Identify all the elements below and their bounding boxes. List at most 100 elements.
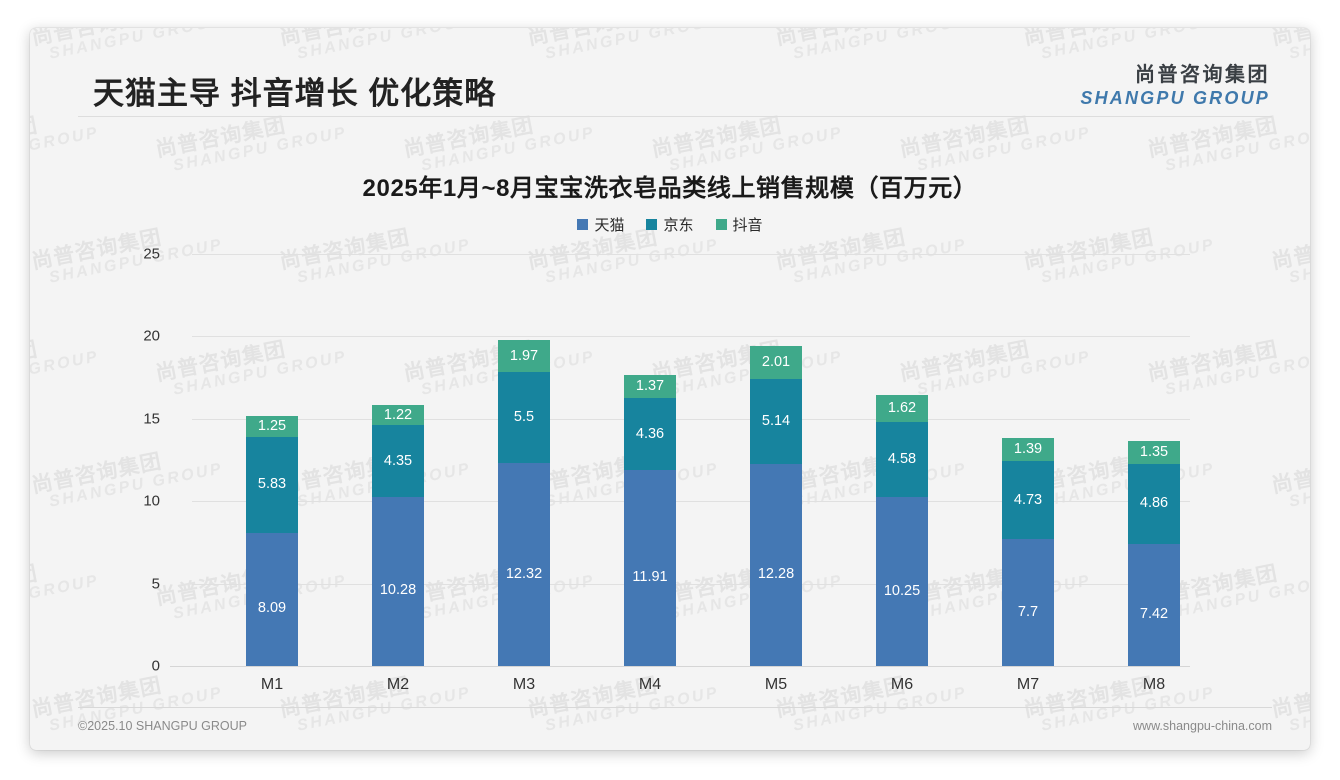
bar-value-label: 12.32 <box>505 565 543 582</box>
bar-segment[interactable]: 12.32 <box>498 462 550 666</box>
footer-website: www.shangpu-china.com <box>1133 719 1272 733</box>
bar-group[interactable]: 2.01 5.14 12.28 <box>750 345 802 666</box>
bar-segment[interactable]: 5.5 <box>498 372 550 463</box>
legend-swatch-icon <box>646 219 658 230</box>
slide-footer: ©2025.10 SHANGPU GROUP www.shangpu-china… <box>78 714 1272 738</box>
bar-value-label: 4.86 <box>1139 495 1169 512</box>
bar-value-label: 7.42 <box>1139 605 1169 622</box>
bar-value-label: 1.62 <box>887 400 917 417</box>
footer-copyright: ©2025.10 SHANGPU GROUP <box>78 719 247 733</box>
legend-item-3[interactable]: 抖音 <box>715 214 763 235</box>
legend-label: 抖音 <box>732 217 763 234</box>
bar-segment[interactable]: 1.97 <box>498 339 550 373</box>
bar-segment[interactable]: 1.62 <box>876 394 928 422</box>
legend-swatch-icon <box>577 219 589 230</box>
x-axis-label: M1 <box>260 676 284 693</box>
x-axis-label: M5 <box>764 676 788 693</box>
bar-group[interactable]: 1.37 4.36 11.91 <box>624 375 676 666</box>
bar-segment[interactable]: 5.14 <box>750 378 802 464</box>
bar-segment[interactable]: 7.42 <box>1128 543 1180 666</box>
bar-value-label: 11.91 <box>632 568 668 585</box>
x-axis-label: M6 <box>890 676 914 693</box>
bar-value-label: 4.35 <box>383 452 413 469</box>
x-axis-labels: M1 M2 M3 M4 M5 M6 M7 M8 <box>170 676 1190 702</box>
bar-group[interactable]: 1.35 4.86 7.42 <box>1128 441 1180 666</box>
chart-title: 2025年1月~8月宝宝洗衣皂品类线上销售规模（百万元） <box>362 175 978 202</box>
bar-segment[interactable]: 4.86 <box>1128 463 1180 544</box>
x-axis-label: M8 <box>1142 676 1166 693</box>
bar-value-label: 1.22 <box>383 406 413 423</box>
brand-name-cn: 尚普咨询集团 <box>1135 64 1270 86</box>
bar-group[interactable]: 1.25 5.83 8.09 <box>246 416 298 666</box>
bar-segment[interactable]: 4.36 <box>624 397 676 470</box>
bar-segment[interactable]: 1.39 <box>1002 438 1054 462</box>
brand-logo: 尚普咨询集团 SHANGPU GROUP <box>1080 63 1270 109</box>
page-title: 天猫主导 抖音增长 优化策略 <box>93 76 497 111</box>
x-axis-label: M7 <box>1016 676 1040 693</box>
bar-value-label: 10.25 <box>883 582 921 599</box>
bar-group[interactable]: 1.22 4.35 10.28 <box>372 404 424 666</box>
legend-label: 京东 <box>663 217 694 234</box>
bar-segment[interactable]: 2.01 <box>750 345 802 379</box>
bar-value-label: 1.39 <box>1013 441 1043 458</box>
legend-label: 天猫 <box>594 217 625 234</box>
y-gridline <box>192 501 1190 503</box>
slide-header: 天猫主导 抖音增长 优化策略 尚普咨询集团 SHANGPU GROUP <box>30 28 1310 128</box>
bar-value-label: 1.35 <box>1139 444 1169 461</box>
bar-value-label: 5.5 <box>513 409 535 426</box>
y-axis-tick-label: 10 <box>143 492 160 510</box>
x-axis-label: M4 <box>638 676 662 693</box>
x-axis-label: M2 <box>386 676 410 693</box>
bar-segment[interactable]: 1.35 <box>1128 441 1180 464</box>
bar-value-label: 12.28 <box>757 565 795 582</box>
bar-segment[interactable]: 4.58 <box>876 421 928 498</box>
bar-segment[interactable]: 1.25 <box>246 416 298 437</box>
bar-value-label: 8.09 <box>257 600 287 617</box>
y-gridline <box>192 254 1190 255</box>
bar-value-label: 2.01 <box>761 354 791 371</box>
legend-item-2[interactable]: 京东 <box>646 214 694 235</box>
brand-name-en: SHANGPU GROUP <box>1080 88 1270 108</box>
bar-group[interactable]: 1.97 5.5 12.32 <box>498 339 550 666</box>
bar-segment[interactable]: 12.28 <box>750 463 802 666</box>
bar-segment[interactable]: 1.22 <box>372 404 424 425</box>
y-axis-tick-label: 15 <box>143 410 160 428</box>
y-axis-tick-label: 0 <box>151 657 160 675</box>
y-gridline <box>192 336 1190 338</box>
bar-segment[interactable]: 11.91 <box>624 469 676 666</box>
bar-value-label: 1.25 <box>257 418 287 435</box>
x-axis-line <box>170 666 1190 667</box>
footer-divider <box>78 707 1272 708</box>
bar-segment[interactable]: 1.37 <box>624 375 676 398</box>
bar-value-label: 4.58 <box>887 451 917 468</box>
header-divider <box>78 116 1272 117</box>
bar-segment[interactable]: 7.7 <box>1002 539 1054 666</box>
bar-value-label: 4.73 <box>1013 491 1043 508</box>
y-gridline <box>192 418 1190 420</box>
bar-value-label: 1.97 <box>509 347 539 364</box>
bar-segment[interactable]: 5.83 <box>246 436 298 533</box>
chart-legend: 天猫 京东 抖音 <box>30 214 1310 235</box>
y-gridline <box>192 583 1190 585</box>
bar-value-label: 5.14 <box>761 413 791 430</box>
bar-segment[interactable]: 4.73 <box>1002 461 1054 540</box>
bar-value-label: 1.37 <box>635 378 665 395</box>
bar-value-label: 4.36 <box>635 425 665 442</box>
bar-group[interactable]: 1.62 4.58 10.25 <box>876 394 928 666</box>
legend-item-1[interactable]: 天猫 <box>577 214 624 235</box>
bar-segment[interactable]: 4.35 <box>372 424 424 497</box>
bar-value-label: 7.7 <box>1017 603 1039 620</box>
bar-segment[interactable]: 8.09 <box>246 532 298 666</box>
y-axis-tick-label: 5 <box>151 575 160 593</box>
bar-value-label: 5.83 <box>257 476 287 493</box>
bar-segment[interactable]: 10.28 <box>372 496 424 666</box>
bar-segment[interactable]: 10.25 <box>876 497 928 666</box>
legend-swatch-icon <box>715 219 727 230</box>
bar-group[interactable]: 1.39 4.73 7.7 <box>1002 438 1054 666</box>
plot-area: 0 5 10 15 20 25 1.25 5.83 8.09 1.22 4.35 10.28 1.97 5… <box>143 246 1190 675</box>
